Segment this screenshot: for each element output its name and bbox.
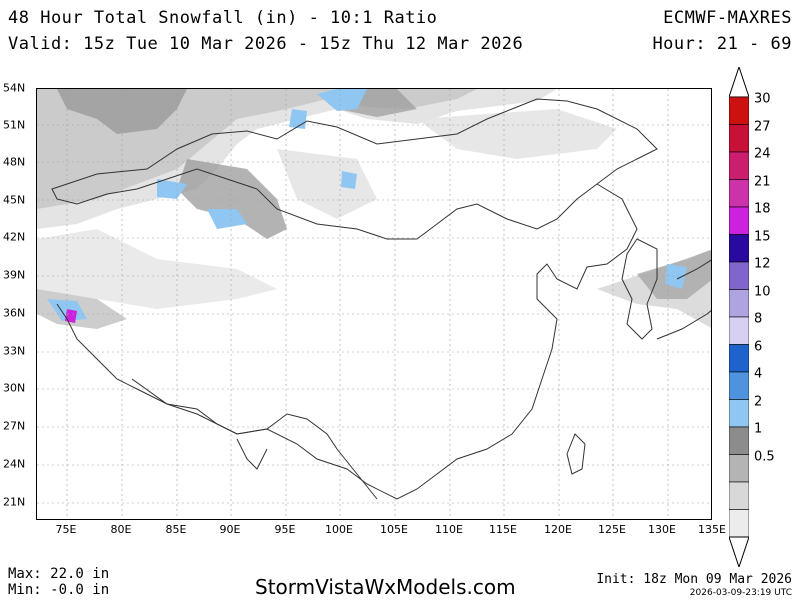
colorbar-swatch xyxy=(729,454,749,483)
colorbar-label: 12 xyxy=(754,256,771,272)
colorbar-swatch xyxy=(729,399,749,428)
colorbar-label: 30 xyxy=(754,91,771,107)
snowfall-colorbar xyxy=(729,67,749,567)
colorbar-label: 1 xyxy=(754,421,763,437)
map-canvas xyxy=(37,89,711,519)
colorbar-swatch xyxy=(729,481,749,510)
country-borders xyxy=(51,98,711,500)
forecast-hours: Hour: 21 - 69 xyxy=(652,34,792,54)
lon-label: 80E xyxy=(110,523,132,536)
colorbar-label: 10 xyxy=(754,284,771,299)
colorbar-label: 27 xyxy=(754,119,771,134)
lon-label: 100E xyxy=(325,523,353,536)
snowfall-shading xyxy=(37,89,711,329)
colorbar-label: 0.5 xyxy=(754,449,775,464)
lat-label: 33N xyxy=(3,344,26,358)
colorbar-label: 21 xyxy=(754,174,771,189)
lat-label: 30N xyxy=(3,381,26,395)
lon-label: 95E xyxy=(274,523,296,536)
lat-label: 39N xyxy=(3,268,26,282)
lon-label: 110E xyxy=(435,523,463,536)
colorbar-swatch xyxy=(729,234,749,263)
colorbar-swatch xyxy=(729,179,749,208)
colorbar-label: 15 xyxy=(754,229,771,244)
lon-label: 90E xyxy=(219,523,241,536)
lat-label: 51N xyxy=(3,118,26,132)
colorbar-label: 8 xyxy=(754,311,763,327)
colorbar-label: 6 xyxy=(754,339,763,354)
colorbar-swatch xyxy=(729,316,749,345)
colorbar-label: 18 xyxy=(754,201,771,217)
lon-label: 135E xyxy=(698,523,726,536)
snowfall-map xyxy=(36,88,712,520)
colorbar-label: 24 xyxy=(754,146,771,162)
valid-period: Valid: 15z Tue 10 Mar 2026 - 15z Thu 12 … xyxy=(8,34,524,54)
colorbar-label: 2 xyxy=(754,394,763,409)
lat-label: 42N xyxy=(3,230,26,244)
colorbar-max-arrow xyxy=(729,67,749,98)
colorbar-swatch xyxy=(729,124,749,153)
colorbar-swatch xyxy=(729,261,749,290)
lat-label: 54N xyxy=(3,81,26,95)
colorbar-swatch xyxy=(729,426,749,455)
colorbar-label: 4 xyxy=(754,366,763,382)
lon-label: 105E xyxy=(380,523,408,536)
max-value: Max: 22.0 in xyxy=(8,566,110,582)
lon-label: 75E xyxy=(55,523,77,536)
created-time: 2026-03-09-23:19 UTC xyxy=(689,588,792,598)
lon-label: 130E xyxy=(648,523,676,536)
lat-label: 21N xyxy=(3,495,26,509)
lat-label: 36N xyxy=(3,306,26,320)
lon-label: 115E xyxy=(489,523,517,536)
colorbar-swatch xyxy=(729,96,749,125)
lat-label: 24N xyxy=(3,457,26,471)
model-name: ECMWF-MAXRES xyxy=(663,8,792,28)
lon-label: 85E xyxy=(165,523,187,536)
site-name: StormVistaWxModels.com xyxy=(255,575,516,599)
colorbar-swatch xyxy=(729,206,749,235)
map-title: 48 Hour Total Snowfall (in) - 10:1 Ratio xyxy=(8,8,438,28)
colorbar-swatch xyxy=(729,509,749,538)
lat-label: 45N xyxy=(3,193,26,207)
lon-label: 125E xyxy=(598,523,626,536)
colorbar-min-arrow xyxy=(729,536,749,567)
lat-label: 48N xyxy=(3,155,26,169)
lon-label: 120E xyxy=(544,523,572,536)
colorbar-swatch xyxy=(729,151,749,180)
lat-label: 27N xyxy=(3,419,26,433)
colorbar-swatch xyxy=(729,344,749,373)
min-value: Min: -0.0 in xyxy=(8,582,110,598)
colorbar-swatch xyxy=(729,289,749,318)
map-gridlines xyxy=(37,89,711,519)
colorbar-swatch xyxy=(729,371,749,400)
init-time: Init: 18z Mon 09 Mar 2026 xyxy=(596,572,792,587)
